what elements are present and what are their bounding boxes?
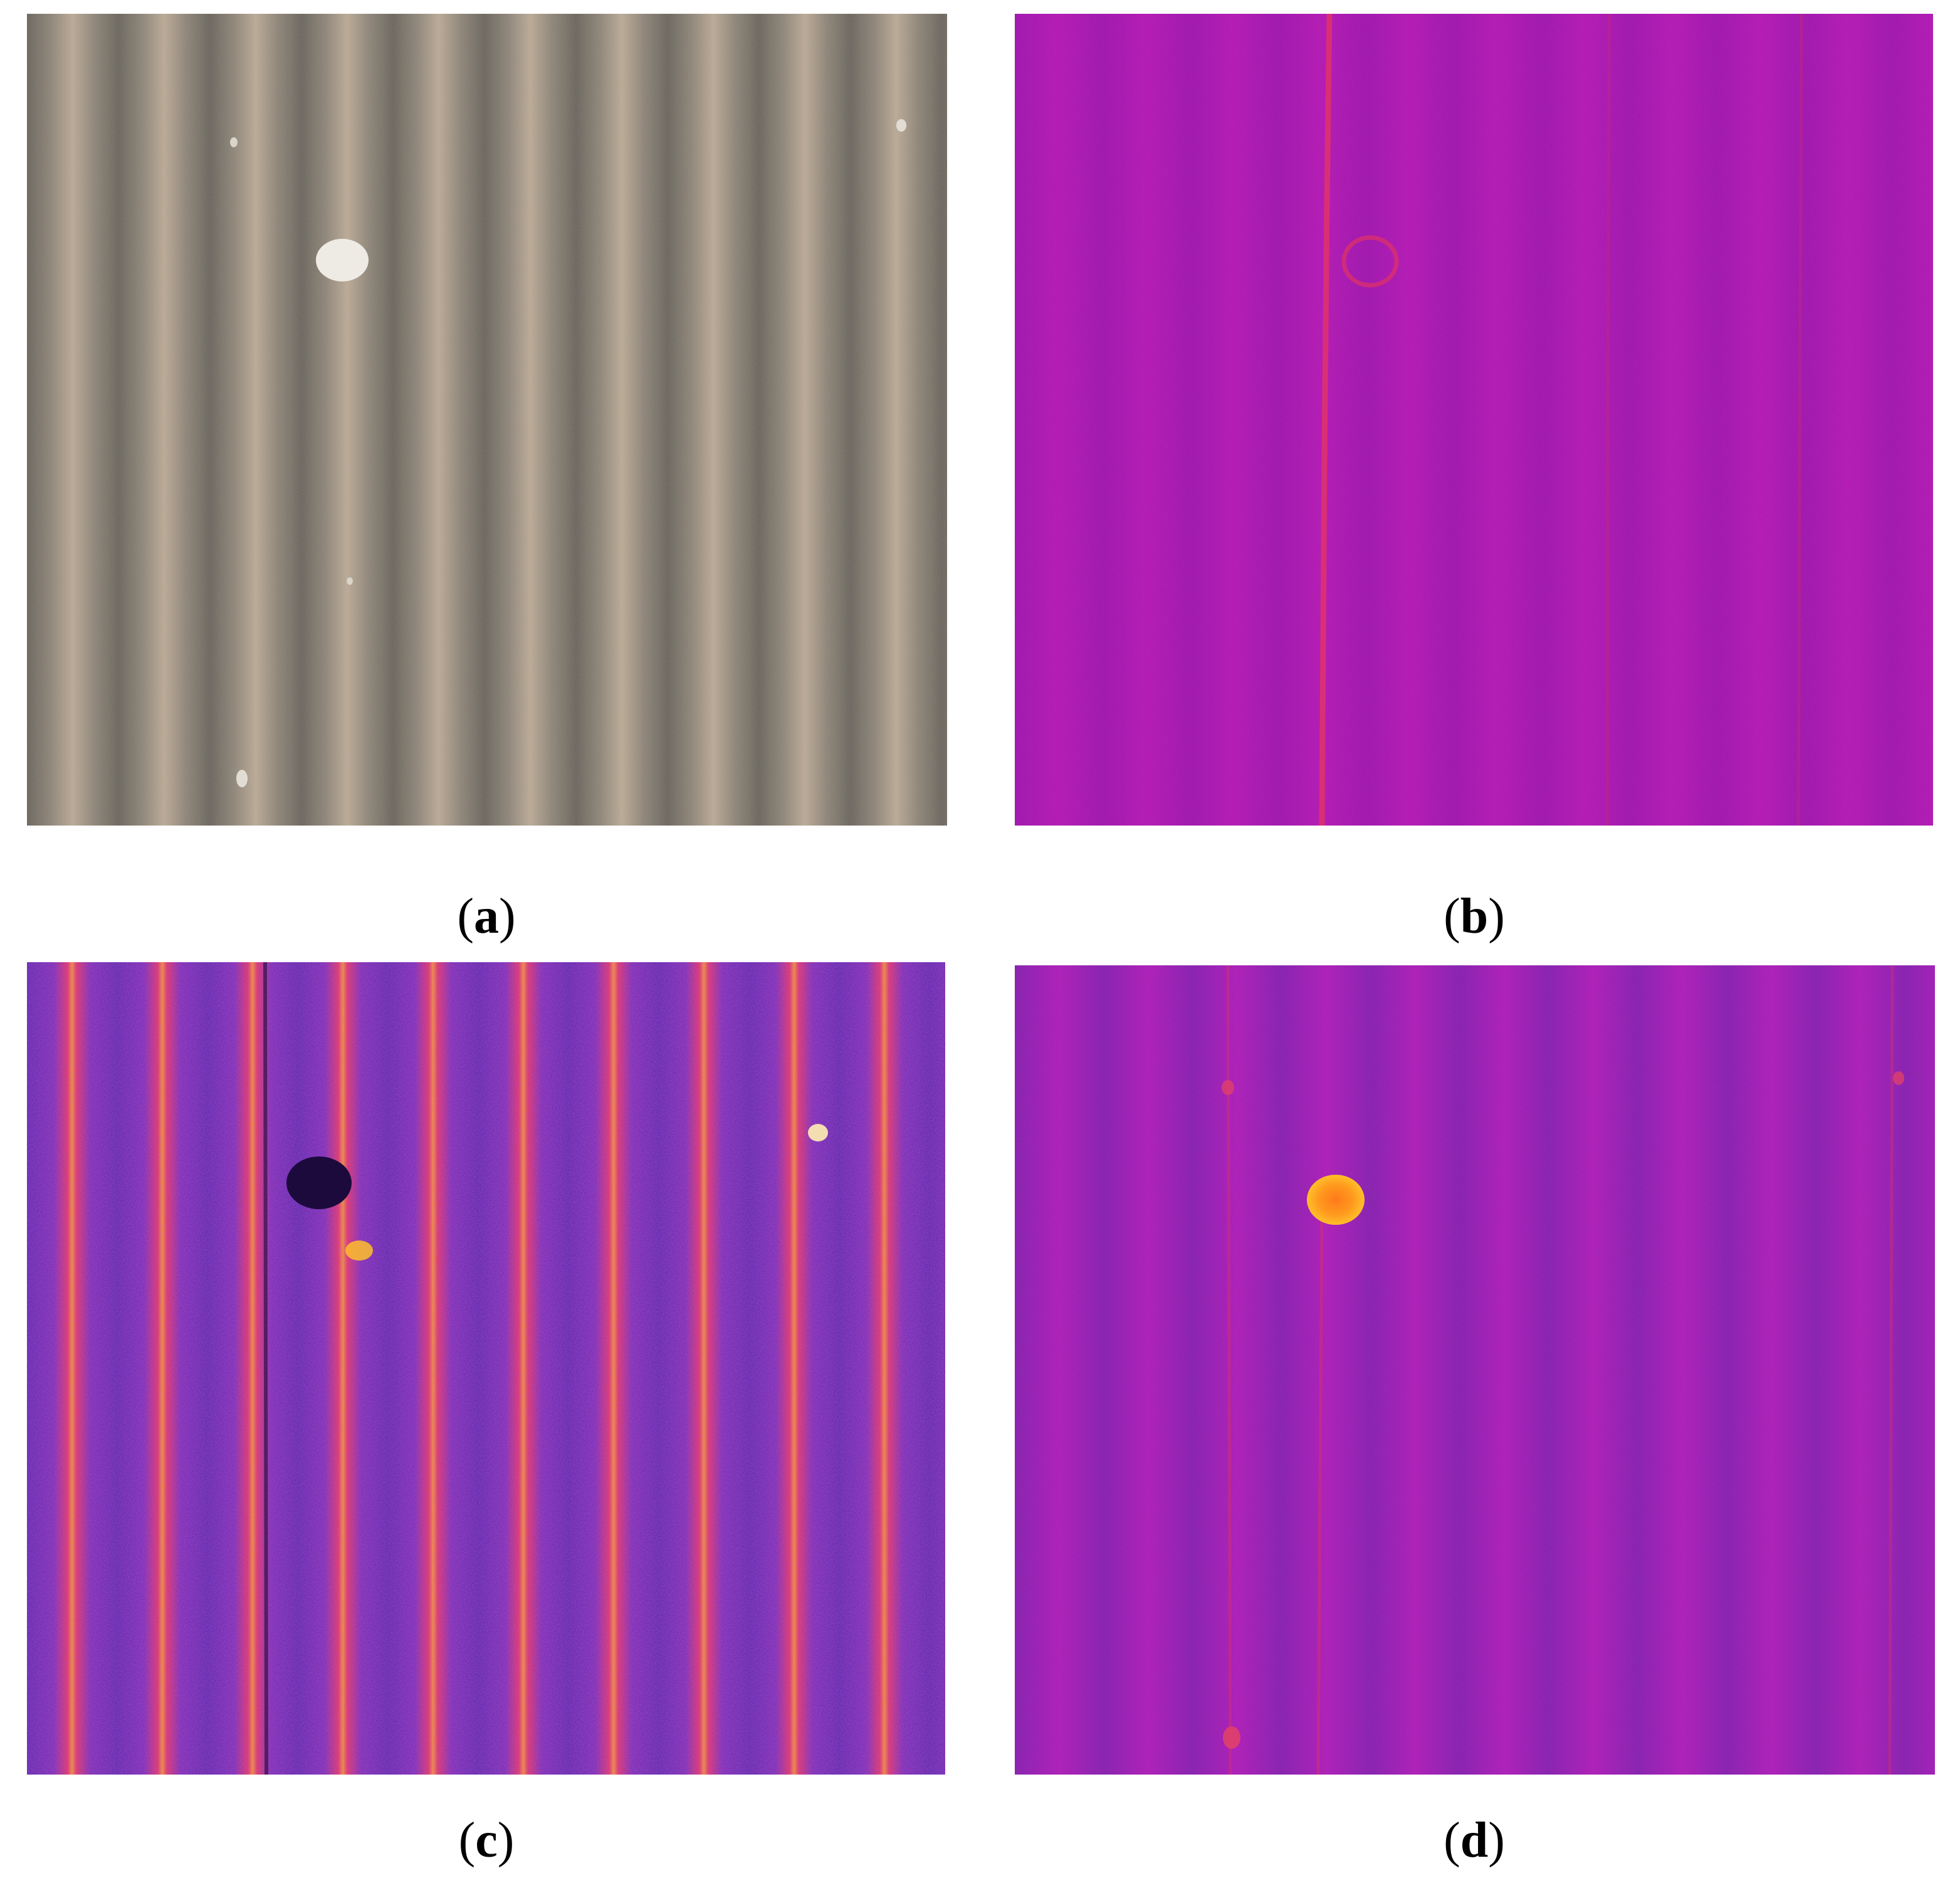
image-panel-d-thermal bbox=[1015, 965, 1935, 1775]
panel-a-caption: (a) bbox=[457, 889, 516, 944]
image-panel-c-thermal-contrast bbox=[27, 962, 945, 1775]
white-stone bbox=[316, 239, 369, 281]
thermal-magenta-stone-image bbox=[1015, 965, 1935, 1775]
cold-stone bbox=[286, 1157, 352, 1209]
image-panel-b-thermal bbox=[1015, 14, 1933, 826]
warm-stone bbox=[1307, 1175, 1365, 1225]
panel-c-caption: (c) bbox=[458, 1813, 515, 1868]
image-panel-a-rgb-photo bbox=[27, 14, 947, 826]
stone-outline bbox=[1341, 235, 1399, 288]
panel-d-caption: (d) bbox=[1444, 1813, 1505, 1868]
panel-b-caption: (b) bbox=[1444, 889, 1505, 944]
hot-line bbox=[1319, 14, 1333, 826]
thermal-contrast-image bbox=[27, 962, 945, 1775]
rgb-soil-furrows-image bbox=[27, 14, 947, 826]
thermal-magenta-image bbox=[1015, 14, 1933, 826]
